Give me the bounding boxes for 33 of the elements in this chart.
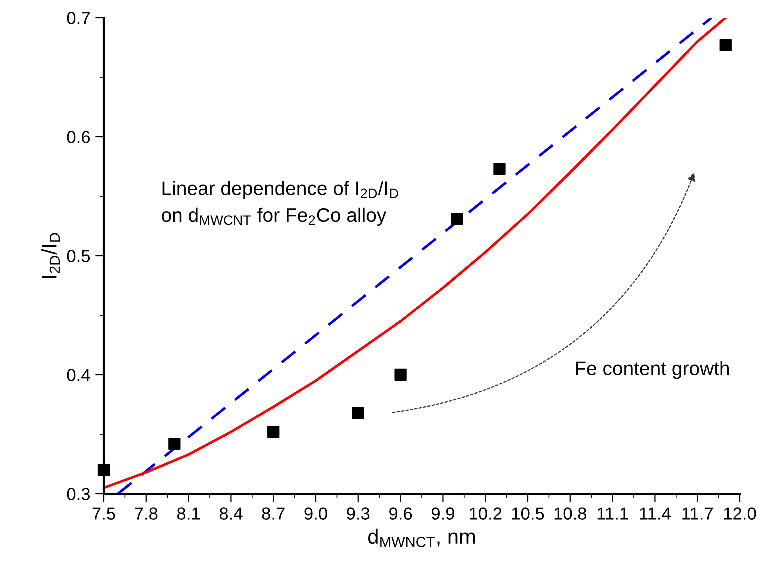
point xyxy=(168,438,181,450)
x-tick-label: 7.8 xyxy=(135,508,158,520)
x-tick-label: 8.7 xyxy=(262,508,285,520)
x-tick-label: 9.6 xyxy=(390,508,412,520)
point xyxy=(494,163,506,176)
x-tick-label: 10.5 xyxy=(512,508,544,520)
y-tick-label: 0.6 xyxy=(67,131,90,144)
x-tick-label: 11.4 xyxy=(640,508,671,520)
point xyxy=(98,464,110,476)
x-axis-title: d$_{MWNCT}$, nm xyxy=(368,528,475,548)
y-axis-title: I$_{2D}$/I$_{D}$ xyxy=(42,233,60,278)
point xyxy=(451,213,464,226)
x-tick-label: 9.3 xyxy=(347,508,370,520)
y-tick-label: 0.7 xyxy=(67,12,90,24)
x-tick-label: 8.1 xyxy=(177,508,200,520)
x-tick-label: 12.0 xyxy=(724,508,756,520)
x-tick-label: 10.8 xyxy=(554,508,587,520)
x-tick-label: 11.1 xyxy=(598,508,628,520)
x-tick-label: 8.4 xyxy=(220,508,243,520)
x-tick-label: 9.9 xyxy=(432,508,454,520)
annotation: Fe content growth xyxy=(576,361,730,380)
point xyxy=(720,39,732,52)
x-tick-label: 9.0 xyxy=(304,508,328,520)
point xyxy=(352,407,364,420)
y-tick-label: 0.5 xyxy=(67,250,90,262)
y-tick-label: 0.3 xyxy=(67,488,90,500)
y-tick-label: 0.4 xyxy=(67,369,90,382)
text: Linear dependence of I$_{2D}$/I$_{D}$ on d$_{MWCNT}$ for Fe$_{2}$Co alloy xyxy=(162,181,398,226)
x-tick-label: 11.7 xyxy=(682,508,713,520)
x-tick-label: 10.2 xyxy=(470,508,502,520)
x-tick-label: 7.5 xyxy=(92,508,116,520)
point xyxy=(394,368,407,382)
point xyxy=(268,426,280,438)
